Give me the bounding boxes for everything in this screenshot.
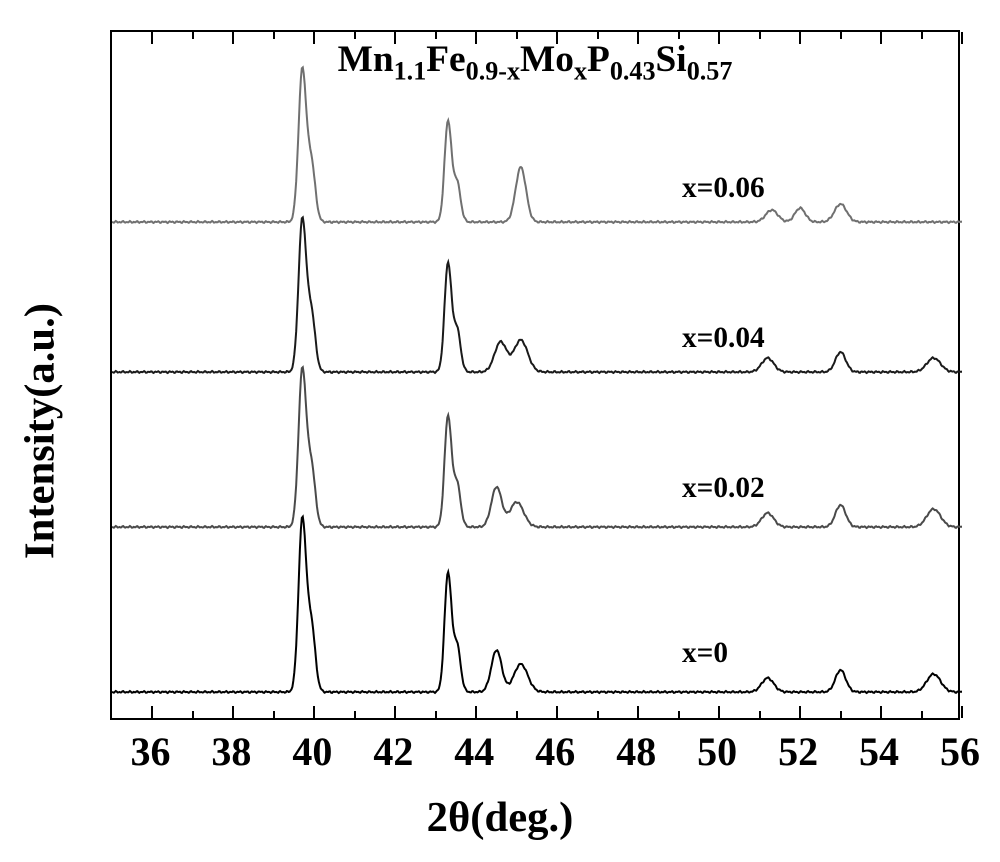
tick-mark [799,32,801,44]
tick-mark [597,711,599,718]
tick-mark [192,32,194,39]
tick-mark [556,32,558,44]
trace-x=0.06 [112,67,962,223]
tick-mark [921,711,923,718]
tick-mark [759,32,761,39]
series-label-x=0.02: x=0.02 [682,472,765,505]
tick-mark [921,32,923,39]
tick-mark [232,32,234,44]
plot-area: Mn1.1Fe0.9-xMoxP0.43Si0.57 x=0x=0.02x=0.… [110,30,960,720]
tick-mark [354,32,356,39]
series-label-x=0: x=0 [682,637,728,670]
tick-mark [961,32,963,44]
tick-mark [273,32,275,39]
series-label-x=0.06: x=0.06 [682,172,765,205]
x-tick-label: 48 [616,728,656,775]
tick-mark [192,711,194,718]
tick-mark [313,706,315,718]
tick-mark [718,32,720,44]
tick-mark [718,706,720,718]
tick-mark [880,32,882,44]
y-axis-label: Intensity(a.u.) [16,303,65,559]
tick-mark [637,706,639,718]
xrd-traces [112,32,962,722]
x-tick-label: 50 [697,728,737,775]
tick-mark [597,32,599,39]
tick-mark [435,32,437,39]
tick-mark [637,32,639,44]
x-tick-label: 40 [292,728,332,775]
x-tick-label: 46 [535,728,575,775]
tick-mark [394,706,396,718]
tick-mark [151,32,153,44]
tick-mark [840,32,842,39]
tick-mark [961,706,963,718]
series-label-x=0.04: x=0.04 [682,322,765,355]
tick-mark [354,711,356,718]
trace-x=0.02 [112,367,962,528]
x-tick-label: 52 [778,728,818,775]
trace-x=0.04 [112,217,962,373]
tick-mark [151,706,153,718]
tick-mark [880,706,882,718]
tick-mark [678,32,680,39]
tick-mark [556,706,558,718]
tick-mark [273,711,275,718]
x-tick-label: 44 [454,728,494,775]
tick-mark [475,32,477,44]
tick-mark [516,32,518,39]
tick-mark [232,706,234,718]
tick-mark [475,706,477,718]
tick-mark [394,32,396,44]
trace-x=0 [112,517,962,693]
x-axis-label: 2θ(deg.) [427,793,574,842]
xrd-chart: Intensity(a.u.) Mn1.1Fe0.9-xMoxP0.43Si0.… [0,0,1000,862]
tick-mark [516,711,518,718]
tick-mark [759,711,761,718]
x-tick-label: 36 [130,728,170,775]
x-tick-label: 38 [211,728,251,775]
tick-mark [435,711,437,718]
x-tick-label: 56 [940,728,980,775]
tick-mark [799,706,801,718]
tick-mark [840,711,842,718]
tick-mark [678,711,680,718]
tick-mark [313,32,315,44]
x-tick-label: 54 [859,728,899,775]
x-tick-label: 42 [373,728,413,775]
